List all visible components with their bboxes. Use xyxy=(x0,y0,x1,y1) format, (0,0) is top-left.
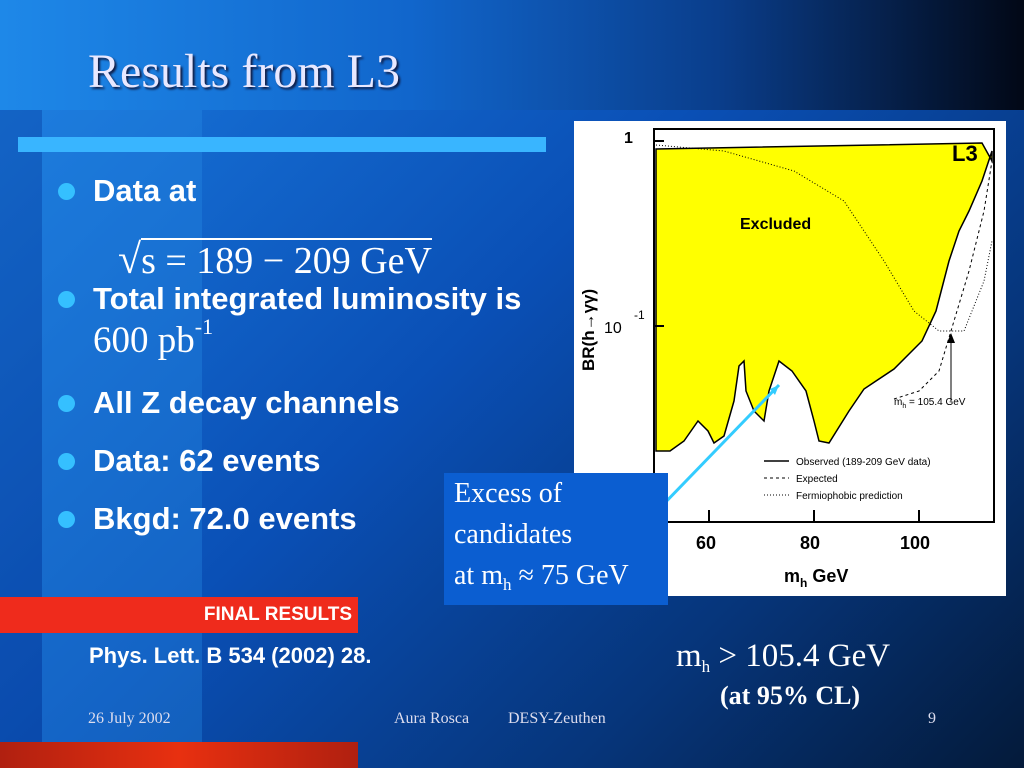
bottom-accent-bar xyxy=(0,742,358,768)
x-axis-label: mh GeV xyxy=(784,566,848,590)
expected-line xyxy=(893,160,993,400)
bullet-dot-icon xyxy=(58,395,75,412)
y-axis-label: BR(h→γγ) xyxy=(579,289,598,371)
x-tick-label: 60 xyxy=(696,533,716,553)
footer-date: 26 July 2002 xyxy=(88,710,171,727)
reference-citation: Phys. Lett. B 534 (2002) 28. xyxy=(89,643,372,668)
background-strip xyxy=(42,110,202,768)
slide-title: Results from L3 xyxy=(88,45,400,98)
bullet-dot-icon xyxy=(58,453,75,470)
bullet-list: Data at Total integrated luminosity is 6… xyxy=(58,170,528,556)
mass-limit: mh > 105.4 GeV xyxy=(676,638,891,676)
y-tick-exp: -1 xyxy=(634,308,645,322)
luminosity-value: 600 pb-1 xyxy=(93,314,214,361)
y-tick-label: 1 xyxy=(624,130,633,147)
footer-author: Aura Rosca xyxy=(394,710,470,727)
footer-page-number: 9 xyxy=(928,710,936,727)
bullet-dot-icon xyxy=(58,511,75,528)
experiment-label: L3 xyxy=(952,141,978,166)
fermiophobic-line xyxy=(655,144,993,332)
energy-formula: √s = 189 − 209 GeV xyxy=(118,237,432,283)
excluded-region xyxy=(655,142,993,452)
bullet-luminosity: Total integrated luminosity is 600 pb-1 xyxy=(58,278,523,366)
legend-expected: Expected xyxy=(796,474,838,485)
background-strip-left xyxy=(0,110,42,768)
bullet-dot-icon xyxy=(58,183,75,200)
bullet-z-decay: All Z decay channels xyxy=(58,382,528,424)
title-band xyxy=(0,0,1024,110)
legend-observed: Observed (189-209 GeV data) xyxy=(796,457,931,468)
excess-callout-box: Excess of candidates at mh ≈ 75 GeV xyxy=(444,473,668,605)
final-results-banner: FINAL RESULTS xyxy=(0,597,358,633)
excluded-label: Excluded xyxy=(740,216,811,233)
limit-annotation: mh = 105.4 GeV xyxy=(894,397,966,410)
footer-institute: DESY-Zeuthen xyxy=(508,710,606,727)
confidence-level: (at 95% CL) xyxy=(720,681,861,710)
bullet-data-at: Data at xyxy=(58,170,528,212)
title-underline-bar xyxy=(18,137,546,152)
x-tick-label: 80 xyxy=(800,533,820,553)
bullet-bkgd-events: Bkgd: 72.0 events xyxy=(58,498,528,540)
bullet-dot-icon xyxy=(58,291,75,308)
legend-fermiophobic: Fermiophobic prediction xyxy=(796,491,903,502)
y-tick-label: 10 xyxy=(604,320,622,337)
bullet-data-events: Data: 62 events xyxy=(58,440,528,482)
x-tick-label: 100 xyxy=(900,533,930,553)
